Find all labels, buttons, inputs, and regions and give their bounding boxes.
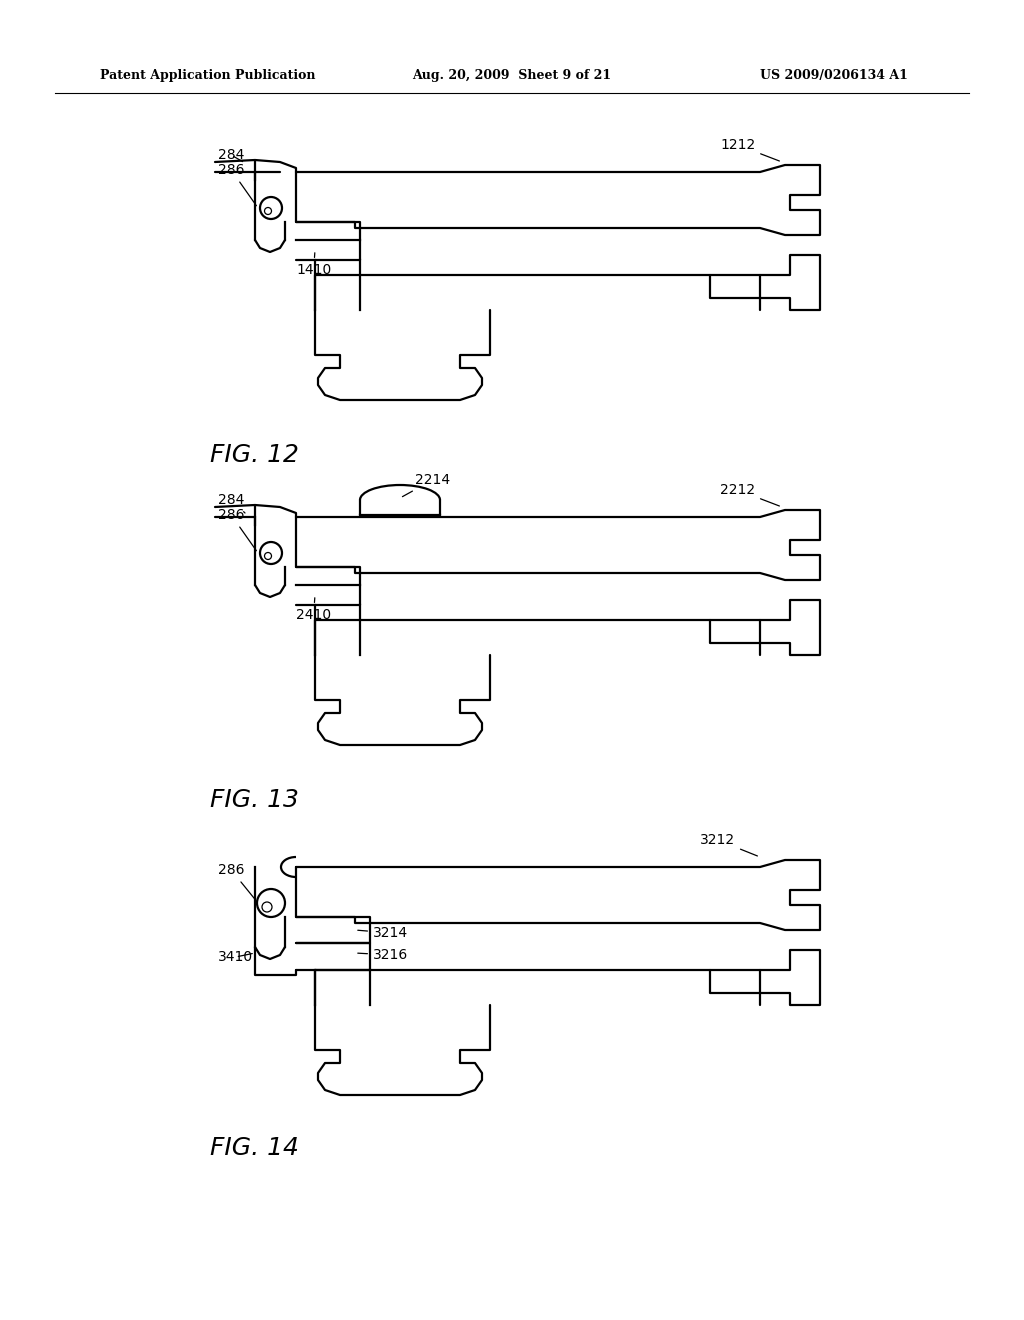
Text: 286: 286 [218, 863, 256, 900]
Text: US 2009/0206134 A1: US 2009/0206134 A1 [760, 69, 908, 82]
Text: 286: 286 [218, 508, 256, 550]
Text: 284: 284 [218, 492, 245, 513]
Text: 3410: 3410 [218, 950, 253, 964]
Text: 3216: 3216 [357, 948, 409, 962]
Text: FIG. 13: FIG. 13 [210, 788, 299, 812]
Text: Aug. 20, 2009  Sheet 9 of 21: Aug. 20, 2009 Sheet 9 of 21 [413, 69, 611, 82]
Text: 286: 286 [218, 162, 256, 206]
Text: 1212: 1212 [720, 139, 779, 161]
Text: FIG. 14: FIG. 14 [210, 1137, 299, 1160]
Text: 2212: 2212 [720, 483, 779, 506]
Text: 3214: 3214 [357, 927, 409, 940]
Text: 2410: 2410 [296, 598, 331, 622]
Text: 3212: 3212 [700, 833, 758, 855]
Text: 1410: 1410 [296, 252, 331, 277]
Text: 284: 284 [218, 148, 245, 162]
Text: 2214: 2214 [402, 473, 451, 496]
Text: Patent Application Publication: Patent Application Publication [100, 69, 315, 82]
Text: FIG. 12: FIG. 12 [210, 444, 299, 467]
